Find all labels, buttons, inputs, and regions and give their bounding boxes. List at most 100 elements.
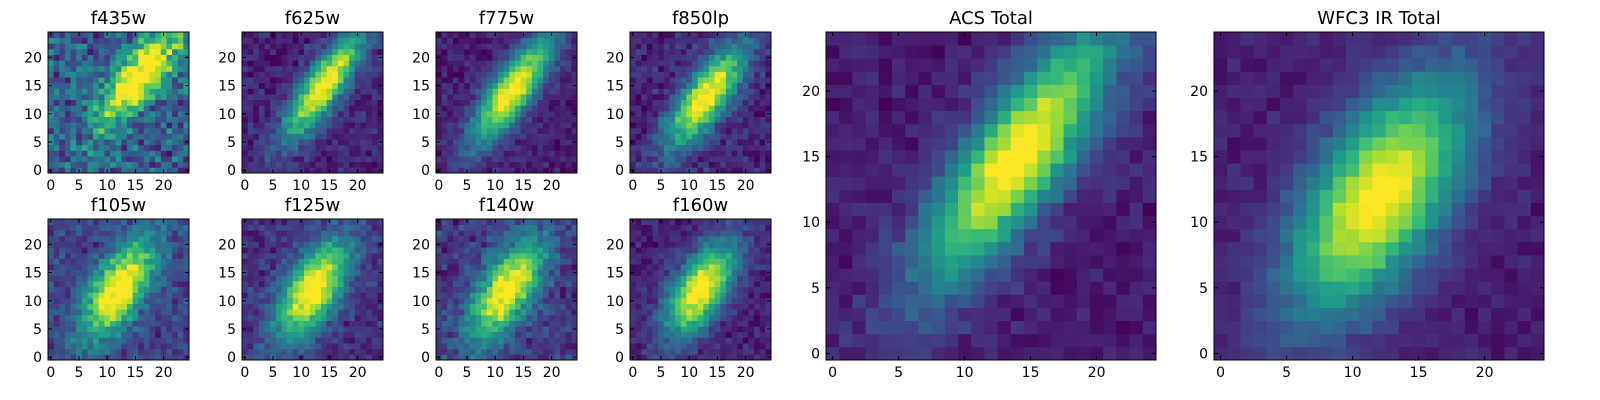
pixel-cell bbox=[571, 161, 578, 168]
pixel-cell bbox=[680, 292, 687, 299]
pixel-cell bbox=[143, 144, 150, 151]
pixel-cell bbox=[458, 99, 465, 106]
pixel-cell bbox=[93, 292, 100, 299]
pixel-cell bbox=[53, 314, 60, 321]
pixel-cell bbox=[509, 235, 516, 242]
pixel-cell bbox=[686, 161, 693, 168]
pixel-cell bbox=[172, 88, 179, 95]
pixel-cell bbox=[635, 320, 642, 327]
pixel-cell bbox=[635, 337, 642, 344]
pixel-cell bbox=[253, 94, 260, 101]
pixel-cell bbox=[166, 54, 173, 61]
pixel-cell bbox=[531, 219, 538, 226]
pixel-cell bbox=[714, 110, 721, 117]
pixel-cell bbox=[565, 309, 572, 316]
pixel-cell bbox=[725, 156, 732, 163]
pixel-cell bbox=[264, 144, 271, 151]
pixel-cell bbox=[326, 303, 333, 310]
pixel-cell bbox=[686, 320, 693, 327]
pixel-cell bbox=[669, 133, 676, 140]
pixel-cell bbox=[646, 94, 653, 101]
pixel-cell bbox=[287, 88, 294, 95]
pixel-cell bbox=[742, 320, 749, 327]
pixel-cell bbox=[531, 320, 538, 327]
pixel-cell bbox=[748, 314, 755, 321]
pixel-cell bbox=[360, 247, 367, 254]
pixel-cell bbox=[742, 110, 749, 117]
pixel-cell bbox=[332, 144, 339, 151]
pixel-cell bbox=[287, 230, 294, 237]
pixel-cell bbox=[748, 71, 755, 78]
pixel-cell bbox=[366, 150, 373, 157]
pixel-cell bbox=[366, 348, 373, 355]
pixel-cell bbox=[292, 275, 299, 282]
pixel-cell bbox=[332, 37, 339, 44]
pixel-cell bbox=[121, 116, 128, 123]
pixel-cell bbox=[93, 241, 100, 248]
pixel-cell bbox=[635, 314, 642, 321]
pixel-cell bbox=[292, 314, 299, 321]
pixel-cell bbox=[537, 82, 544, 89]
pixel-cell bbox=[469, 122, 476, 129]
pixel-cell bbox=[675, 309, 682, 316]
pixel-cell bbox=[646, 286, 653, 293]
pixel-cell bbox=[315, 264, 322, 271]
pixel-cell bbox=[714, 303, 721, 310]
pixel-cell bbox=[177, 258, 184, 265]
pixel-cell bbox=[354, 60, 361, 67]
pixel-cell bbox=[70, 133, 77, 140]
pixel-cell bbox=[81, 281, 88, 288]
pixel-cell bbox=[166, 156, 173, 163]
pixel-cell bbox=[560, 303, 567, 310]
pixel-cell bbox=[514, 161, 521, 168]
pixel-cell bbox=[121, 139, 128, 146]
pixel-cell bbox=[441, 37, 448, 44]
pixel-cell bbox=[59, 32, 66, 39]
pixel-cell bbox=[686, 144, 693, 151]
pixel-cell bbox=[514, 71, 521, 78]
pixel-cell bbox=[349, 235, 356, 242]
pixel-cell bbox=[253, 144, 260, 151]
pixel-cell bbox=[264, 122, 271, 129]
pixel-cell bbox=[354, 331, 361, 338]
pixel-cell bbox=[93, 258, 100, 265]
pixel-cell bbox=[326, 161, 333, 168]
pixel-cell bbox=[76, 88, 83, 95]
pixel-cell bbox=[663, 116, 670, 123]
pixel-cell bbox=[475, 241, 482, 248]
pixel-cell bbox=[503, 258, 510, 265]
pixel-cell bbox=[759, 320, 766, 327]
pixel-cell bbox=[697, 127, 704, 134]
pixel-cell bbox=[247, 297, 254, 304]
pixel-cell bbox=[452, 235, 459, 242]
pixel-cell bbox=[469, 77, 476, 84]
pixel-cell bbox=[304, 65, 311, 72]
pixel-cell bbox=[509, 314, 516, 321]
panel-title: f775w bbox=[479, 8, 534, 29]
pixel-cell bbox=[287, 94, 294, 101]
pixel-cell bbox=[76, 309, 83, 316]
pixel-cell bbox=[110, 281, 117, 288]
pixel-cell bbox=[754, 326, 761, 333]
pixel-cell bbox=[481, 235, 488, 242]
pixel-cell bbox=[731, 94, 738, 101]
pixel-cell bbox=[371, 133, 378, 140]
pixel-cell bbox=[155, 150, 162, 157]
pixel-cell bbox=[98, 99, 105, 106]
pixel-cell bbox=[731, 314, 738, 321]
pixel-cell bbox=[548, 320, 555, 327]
pixel-cell bbox=[458, 224, 465, 231]
pixel-cell bbox=[669, 94, 676, 101]
pixel-cell bbox=[104, 235, 111, 242]
pixel-cell bbox=[53, 241, 60, 248]
pixel-cell bbox=[93, 348, 100, 355]
pixel-cell bbox=[64, 337, 71, 344]
pixel-cell bbox=[675, 320, 682, 327]
pixel-cell bbox=[326, 241, 333, 248]
pixel-cell bbox=[258, 297, 265, 304]
pixel-cell bbox=[520, 241, 527, 248]
pixel-cell bbox=[160, 247, 167, 254]
pixel-cell bbox=[436, 161, 443, 168]
pixel-cell bbox=[349, 127, 356, 134]
pixel-cell bbox=[149, 314, 156, 321]
